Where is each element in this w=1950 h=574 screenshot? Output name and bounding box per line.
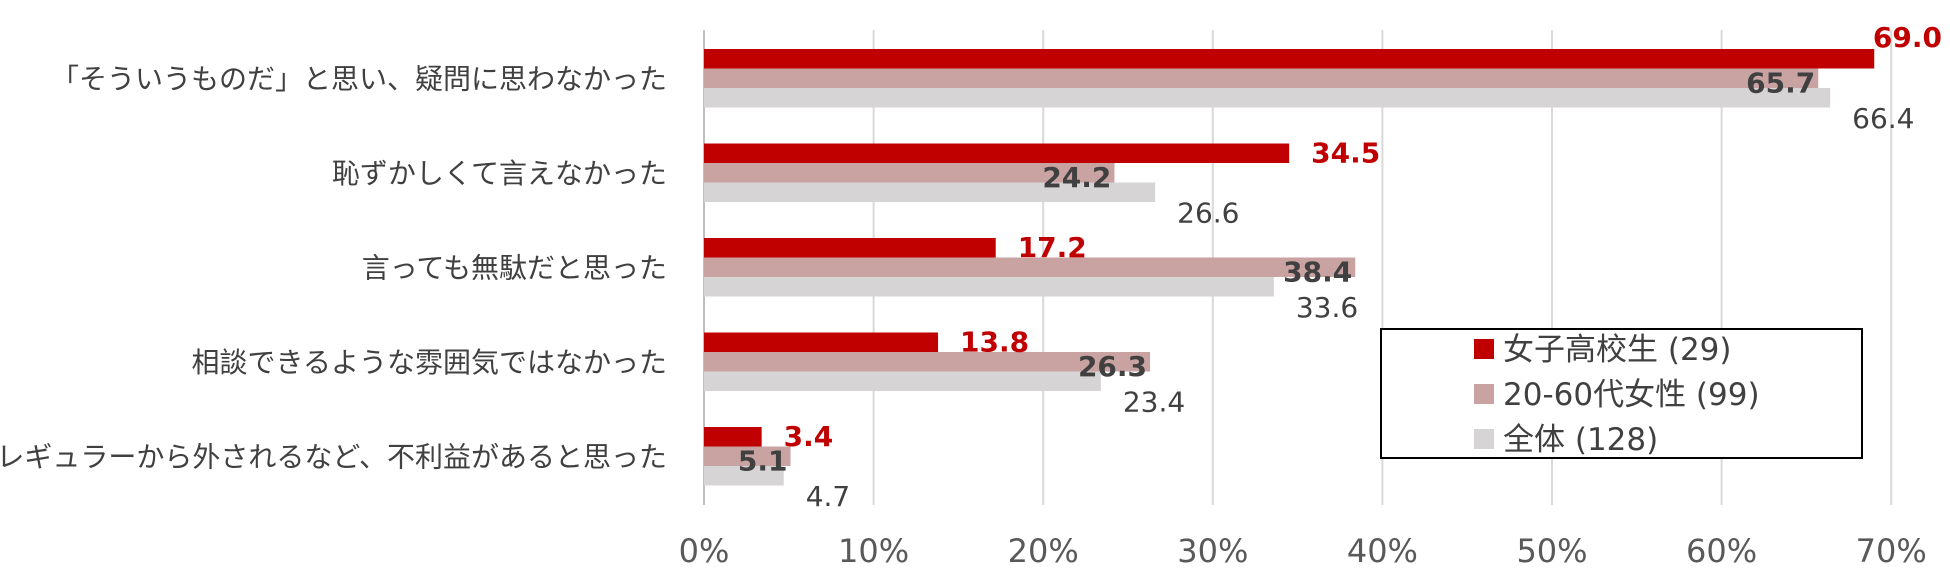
bar <box>704 427 762 447</box>
x-tick-label: 50% <box>1516 532 1587 570</box>
bar <box>704 352 1151 372</box>
legend-box <box>1380 328 1863 459</box>
value-label: 13.8 <box>960 326 1029 359</box>
legend-entry: 女子高校生 (29) <box>1503 332 1732 368</box>
value-labels: 69.0 34.5 17.2 13.8 3.4 65.7 24.2 38.4 26.3 5.1 66… <box>738 21 1942 513</box>
x-tick-label: 20% <box>1008 532 1079 570</box>
x-tick-label: 10% <box>838 532 909 570</box>
bar <box>704 68 1819 88</box>
legend-swatch <box>1474 429 1494 449</box>
bar <box>704 49 1875 69</box>
bar <box>704 277 1274 297</box>
x-tick-label: 40% <box>1347 532 1418 570</box>
x-axis-tick-labels: 0% 10% 20% 30% 40% 50% 60% 70% <box>679 532 1927 570</box>
category-label: 恥ずかしくて言えなかった <box>332 157 667 190</box>
bar <box>704 466 784 486</box>
bar <box>704 182 1156 202</box>
value-label: 33.6 <box>1296 291 1358 324</box>
x-tick-label: 60% <box>1686 532 1757 570</box>
category-labels: 「そういうものだ」と思い、疑問に思わなかった恥ずかしくて言えなかった言っても無駄… <box>0 62 667 473</box>
legend-swatch <box>1474 384 1494 404</box>
value-label: 17.2 <box>1018 231 1087 264</box>
legend-swatch <box>1474 339 1494 359</box>
value-label: 26.3 <box>1078 350 1147 383</box>
legend-entry: 全体 (128) <box>1503 422 1658 458</box>
bar <box>704 163 1115 183</box>
value-label: 65.7 <box>1746 67 1815 100</box>
value-label: 69.0 <box>1873 21 1942 54</box>
category-label: 言っても無駄だと思った <box>362 251 667 284</box>
category-label: 「そういうものだ」と思い、疑問に思わなかった <box>51 62 667 95</box>
value-label: 38.4 <box>1283 256 1352 289</box>
bar <box>704 332 939 352</box>
value-label: 23.4 <box>1123 386 1185 419</box>
value-label: 26.6 <box>1177 197 1239 230</box>
value-label: 5.1 <box>738 445 788 478</box>
legend-entry: 20-60代女性 (99) <box>1503 377 1760 413</box>
value-label: 3.4 <box>784 420 834 453</box>
value-label: 34.5 <box>1311 137 1380 170</box>
bar <box>704 88 1831 108</box>
value-label: 24.2 <box>1042 161 1111 194</box>
bar <box>704 143 1290 163</box>
x-tick-label: 70% <box>1856 532 1927 570</box>
x-tick-label: 0% <box>679 532 730 570</box>
bar <box>704 371 1101 391</box>
value-label: 4.7 <box>806 480 851 513</box>
value-label: 66.4 <box>1852 102 1914 135</box>
bar <box>704 238 996 258</box>
category-label: レギュラーから外されるなど、不利益があると思った <box>0 440 667 473</box>
bar <box>704 257 1356 277</box>
bar <box>704 446 791 466</box>
x-tick-label: 30% <box>1177 532 1248 570</box>
legend: 女子高校生 (29) 20-60代女性 (99) 全体 (128) <box>1380 328 1863 459</box>
bars <box>704 49 1875 486</box>
category-label: 相談できるような雰囲気ではなかった <box>192 346 667 379</box>
